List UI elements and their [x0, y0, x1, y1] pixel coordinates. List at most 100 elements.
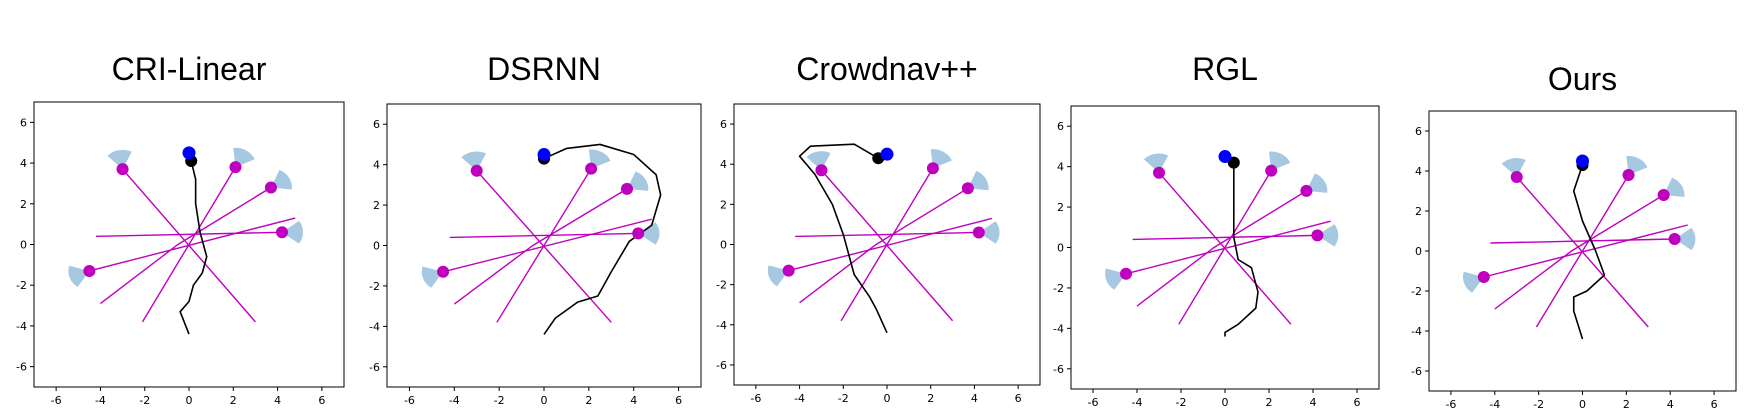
y-tick-label: -2 — [1411, 285, 1422, 298]
human-path — [1178, 170, 1272, 325]
human-path — [442, 218, 652, 273]
y-tick-label: -2 — [1053, 282, 1064, 295]
panel-title: RGL — [1192, 51, 1258, 87]
human-fov-wedge — [107, 149, 132, 170]
panel-title: DSRNN — [487, 51, 601, 87]
y-tick-label: -4 — [1411, 325, 1422, 338]
human-path — [141, 166, 237, 323]
panel-1: DSRNN -6 -4 -2 0 2 4 6 -6 -4 -2 0 2 4 6 — [369, 51, 702, 407]
x-tick-label: -4 — [449, 394, 460, 407]
robot-marker — [1218, 150, 1232, 164]
human-marker — [83, 264, 96, 277]
human-marker — [116, 163, 129, 176]
y-tick-label: 4 — [1057, 161, 1064, 174]
human-fov-wedge — [1317, 224, 1339, 247]
human-marker — [815, 164, 828, 177]
robot-trajectory — [543, 143, 662, 335]
x-tick-label: 6 — [318, 394, 325, 407]
y-tick-label: 6 — [1415, 125, 1422, 138]
x-tick-label: 0 — [541, 394, 548, 407]
x-tick-label: 6 — [1711, 398, 1718, 411]
human-marker — [782, 264, 795, 277]
y-tick-label: 6 — [20, 116, 27, 129]
human-fov-wedge — [1143, 153, 1169, 173]
x-tick-label: -4 — [95, 394, 106, 407]
x-tick-label: 6 — [675, 394, 682, 407]
x-tick-label: 0 — [186, 394, 193, 407]
robot-marker — [182, 146, 196, 160]
human-path — [1483, 224, 1688, 278]
panel-0: CRI-Linear -6 -4 -2 0 2 4 6 -6 -4 -2 0 2 4 6 — [16, 51, 345, 407]
y-tick-label: 0 — [720, 239, 727, 252]
x-tick-label: -6 — [1088, 396, 1099, 409]
human-fov-wedge — [270, 169, 292, 190]
goal-marker — [1227, 156, 1240, 169]
human-path — [1494, 194, 1664, 310]
human-path — [788, 217, 993, 272]
x-tick-label: 6 — [1354, 396, 1361, 409]
human-path — [100, 186, 272, 305]
human-marker — [1153, 166, 1165, 179]
x-tick-label: -2 — [139, 394, 150, 407]
human-path — [95, 231, 283, 238]
y-tick-label: -6 — [16, 361, 27, 374]
x-tick-label: -6 — [750, 392, 761, 405]
human-path — [496, 168, 592, 323]
human-marker — [961, 182, 974, 195]
y-tick-label: 2 — [1057, 201, 1064, 214]
human-path — [799, 187, 969, 304]
x-tick-label: -6 — [1445, 398, 1456, 411]
x-tick-label: -2 — [494, 394, 505, 407]
panel-3: RGL -6 -4 -2 0 2 4 6 -6 -4 -2 0 2 4 6 — [1053, 51, 1380, 409]
robot-marker — [1576, 154, 1589, 168]
robot-trajectory — [179, 160, 208, 335]
human-marker — [632, 227, 645, 240]
x-tick-label: 4 — [274, 394, 281, 407]
y-tick-label: 2 — [720, 198, 727, 211]
human-marker — [276, 226, 288, 239]
y-tick-label: 6 — [1057, 120, 1064, 133]
x-tick-label: 4 — [1310, 396, 1317, 409]
y-tick-label: 4 — [720, 158, 727, 171]
x-tick-label: 4 — [1667, 398, 1674, 411]
human-marker — [620, 182, 633, 195]
robot-trajectory — [798, 143, 888, 334]
human-fov-wedge — [626, 171, 649, 191]
y-tick-label: 0 — [1057, 242, 1064, 255]
x-tick-label: -2 — [1533, 398, 1544, 411]
panel-2: Crowdnav++ -6 -4 -2 0 2 4 6 -6 -4 -2 0 2 4 6 — [716, 51, 1041, 405]
human-marker — [1622, 169, 1635, 181]
y-tick-label: -6 — [369, 361, 380, 374]
human-fov-wedge — [806, 151, 831, 171]
y-tick-label: -6 — [716, 359, 727, 372]
x-tick-label: 2 — [1623, 398, 1630, 411]
y-tick-label: -4 — [1053, 322, 1064, 335]
y-tick-label: -2 — [369, 280, 380, 293]
human-marker — [470, 164, 483, 177]
x-tick-label: 0 — [1579, 398, 1586, 411]
y-tick-label: -4 — [716, 319, 727, 332]
y-tick-label: 2 — [20, 198, 27, 211]
x-tick-label: 2 — [230, 394, 237, 407]
robot-marker — [880, 147, 894, 161]
human-fov-wedge — [638, 222, 660, 245]
y-tick-label: -2 — [16, 279, 27, 292]
x-tick-label: 2 — [1266, 396, 1273, 409]
x-tick-label: -4 — [1489, 398, 1500, 411]
human-marker — [585, 162, 598, 175]
human-fov-wedge — [461, 151, 487, 171]
x-tick-label: 4 — [630, 394, 637, 407]
x-tick-label: 0 — [884, 392, 891, 405]
y-tick-label: 2 — [1415, 205, 1422, 218]
x-tick-label: 2 — [585, 394, 592, 407]
human-path — [1136, 190, 1307, 307]
human-marker — [264, 181, 277, 194]
human-fov-wedge — [978, 221, 1000, 244]
human-path — [1125, 220, 1331, 275]
human-path — [1490, 238, 1675, 244]
panel-title: CRI-Linear — [112, 51, 267, 87]
human-marker — [1510, 171, 1523, 183]
y-tick-label: 6 — [373, 118, 380, 131]
panel-title: Crowdnav++ — [796, 51, 977, 87]
